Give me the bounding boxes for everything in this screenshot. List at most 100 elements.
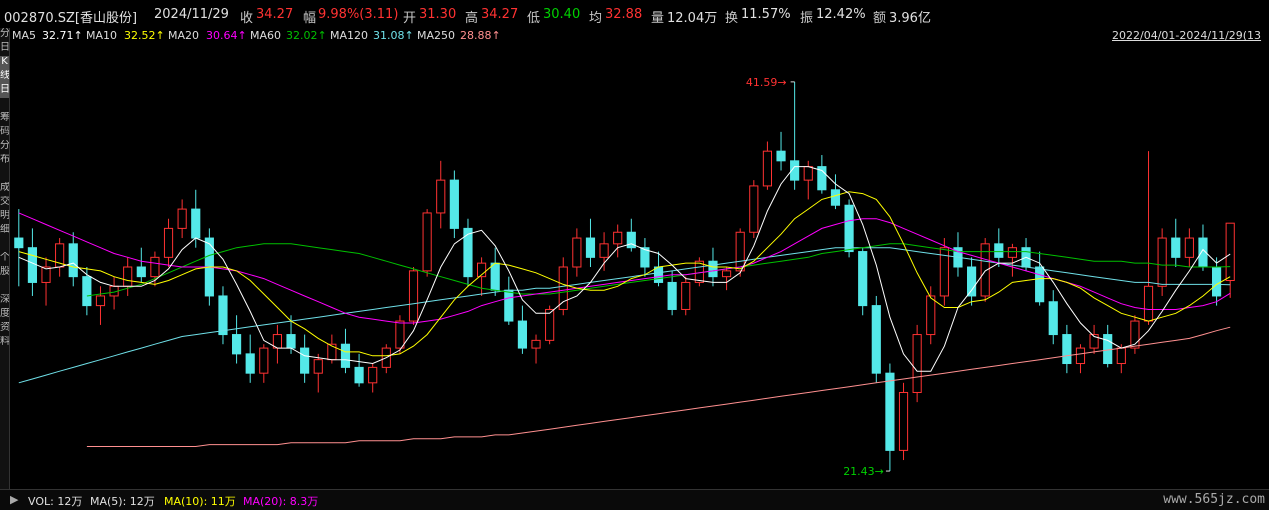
left-tab-18[interactable] bbox=[0, 280, 9, 294]
change-label: 幅 bbox=[303, 11, 317, 26]
left-tab-20[interactable]: 度 bbox=[0, 308, 9, 319]
left-tab-11[interactable]: 成 bbox=[0, 182, 9, 193]
volume-icon[interactable]: ▶ bbox=[10, 493, 19, 506]
candle-body-20 bbox=[286, 334, 296, 349]
candle-body-58 bbox=[803, 166, 813, 181]
left-tab-8[interactable]: 分 bbox=[0, 140, 9, 151]
candle-body-18 bbox=[259, 347, 269, 374]
stock-code-name: 002870.SZ[香山股份] bbox=[4, 11, 138, 26]
candle-body-83 bbox=[1143, 285, 1154, 322]
candle-body-33 bbox=[463, 227, 473, 278]
ma60-value: 32.02↑ bbox=[286, 29, 327, 42]
candle-body-15 bbox=[218, 295, 228, 336]
candle-body-35 bbox=[490, 262, 500, 291]
ma60-line bbox=[86, 243, 1231, 297]
left-tab-5[interactable] bbox=[0, 98, 9, 112]
candle-body-31 bbox=[436, 179, 446, 214]
candle-body-1 bbox=[27, 247, 38, 283]
candle-body-54 bbox=[749, 185, 759, 233]
vol-value: 12.04万 bbox=[667, 11, 718, 26]
left-tab-22[interactable]: 料 bbox=[0, 336, 9, 347]
ma5-line bbox=[18, 166, 1231, 372]
candle-body-56 bbox=[776, 150, 786, 162]
date-range[interactable]: 2022/04/01-2024/11/29(13 bbox=[1112, 29, 1262, 42]
amount-label: 额 bbox=[873, 11, 887, 26]
left-tab-17[interactable]: 股 bbox=[0, 266, 9, 277]
candle-body-21 bbox=[300, 347, 310, 374]
left-tab-16[interactable]: 个 bbox=[0, 252, 9, 263]
candle-body-63 bbox=[871, 305, 881, 374]
candle-body-41 bbox=[572, 237, 582, 268]
high-value: 34.27 bbox=[481, 7, 519, 22]
low-value: 30.40 bbox=[543, 7, 581, 22]
high-label: 41.59→ bbox=[746, 76, 787, 89]
candle-body-84 bbox=[1157, 237, 1167, 287]
vol-label: 量 bbox=[651, 11, 665, 26]
left-tab-7[interactable]: 码 bbox=[0, 126, 9, 137]
amplitude-value: 12.42% bbox=[816, 7, 866, 22]
high-label: 高 bbox=[465, 11, 479, 26]
ma60-label: MA60 bbox=[250, 29, 282, 42]
ma20-value: 30.64↑ bbox=[206, 29, 247, 42]
candle-body-75 bbox=[1035, 266, 1045, 303]
avg-label: 均 bbox=[589, 11, 603, 26]
vol-ma20: MA(20): 8.3万 bbox=[243, 495, 319, 508]
candle-body-45 bbox=[626, 231, 636, 249]
candle-body-79 bbox=[1089, 334, 1099, 349]
candle-body-30 bbox=[422, 212, 432, 272]
candle-body-68 bbox=[939, 247, 949, 297]
candle-body-65 bbox=[898, 391, 909, 451]
candle-body-28 bbox=[395, 320, 405, 349]
candle-body-64 bbox=[885, 372, 895, 451]
ma250-line bbox=[86, 326, 1231, 447]
amount-value: 3.96亿 bbox=[889, 11, 931, 26]
candle-body-78 bbox=[1075, 347, 1086, 365]
candle-body-46 bbox=[640, 247, 650, 268]
candle-body-66 bbox=[912, 334, 922, 393]
quote-date: 2024/11/29 bbox=[154, 7, 229, 22]
ma10-line bbox=[18, 191, 1231, 357]
left-tab-0[interactable]: 分 bbox=[0, 28, 9, 39]
close-value: 34.27 bbox=[256, 7, 294, 22]
low-label: 21.43→ bbox=[843, 465, 884, 478]
left-tab-14[interactable]: 细 bbox=[0, 224, 9, 235]
candle-body-25 bbox=[354, 366, 364, 384]
open-label: 开 bbox=[403, 11, 417, 26]
candle-body-47 bbox=[653, 266, 664, 283]
left-tab-1[interactable]: 日 bbox=[0, 42, 9, 53]
candle-body-53 bbox=[735, 231, 745, 272]
candle-body-88 bbox=[1212, 266, 1222, 297]
candle-body-10 bbox=[150, 256, 160, 278]
ma250-value: 28.88↑ bbox=[460, 29, 501, 42]
candle-body-70 bbox=[967, 266, 977, 297]
left-tab-2[interactable]: K bbox=[0, 56, 9, 70]
candle-body-52 bbox=[722, 270, 732, 278]
candle-body-36 bbox=[504, 289, 514, 322]
candle-body-55 bbox=[762, 150, 772, 187]
candle-body-2 bbox=[41, 266, 51, 283]
left-tab-9[interactable]: 布 bbox=[0, 154, 9, 165]
left-tab-10[interactable] bbox=[0, 168, 9, 182]
left-tab-21[interactable]: 资 bbox=[0, 322, 9, 333]
left-tab-4[interactable]: 日 bbox=[0, 84, 9, 98]
left-tab-3[interactable]: 线 bbox=[0, 70, 9, 84]
candle-body-72 bbox=[994, 243, 1004, 258]
left-tab-12[interactable]: 交 bbox=[0, 196, 9, 207]
ma20-label: MA20 bbox=[168, 29, 200, 42]
candle-body-51 bbox=[708, 260, 718, 278]
candle-body-0 bbox=[14, 237, 24, 249]
turnover-label: 换 bbox=[725, 11, 739, 26]
vol-ma10: MA(10): 11万 bbox=[164, 495, 236, 508]
candle-body-29 bbox=[408, 270, 419, 322]
left-tab-19[interactable]: 深 bbox=[0, 294, 9, 305]
candle-body-60 bbox=[830, 189, 841, 206]
left-tab-15[interactable] bbox=[0, 238, 9, 252]
candle-body-4 bbox=[68, 243, 78, 278]
candle-body-57 bbox=[790, 160, 800, 181]
ma20-line bbox=[18, 212, 1231, 324]
candle-body-80 bbox=[1103, 334, 1113, 365]
left-tab-6[interactable]: 筹 bbox=[0, 112, 9, 123]
ma250-label: MA250 bbox=[417, 29, 456, 42]
left-tab-13[interactable]: 明 bbox=[0, 210, 9, 221]
watermark: www.565jz.com bbox=[1163, 492, 1265, 507]
